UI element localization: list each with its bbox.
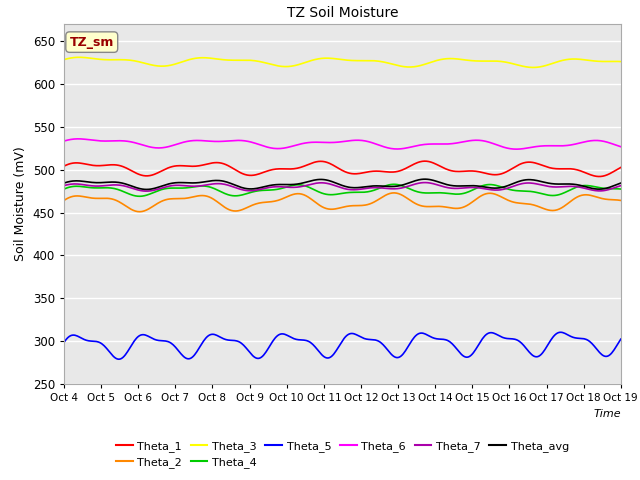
Theta_3 xyxy=(529,65,536,71)
Theta_3 xyxy=(393,62,401,68)
Y-axis label: Soil Moisture (mV): Soil Moisture (mV) xyxy=(14,146,27,262)
Theta_avg xyxy=(606,184,614,190)
Theta_4 xyxy=(617,186,625,192)
Theta_7 xyxy=(606,186,614,192)
Theta_1 xyxy=(328,162,335,168)
Theta_6 xyxy=(617,144,625,150)
Theta_7 xyxy=(617,183,625,189)
Theta_2 xyxy=(136,209,144,215)
Line: Theta_avg: Theta_avg xyxy=(64,179,621,190)
Theta_6 xyxy=(362,138,370,144)
Theta_avg xyxy=(420,176,428,182)
Theta_5 xyxy=(329,352,337,358)
Theta_1 xyxy=(420,158,428,164)
Line: Theta_1: Theta_1 xyxy=(64,161,621,177)
Theta_5 xyxy=(393,355,401,360)
Title: TZ Soil Moisture: TZ Soil Moisture xyxy=(287,6,398,20)
Theta_1 xyxy=(606,171,614,177)
Legend: Theta_1, Theta_2, Theta_3, Theta_4, Theta_5, Theta_6, Theta_7, Theta_avg: Theta_1, Theta_2, Theta_3, Theta_4, Thet… xyxy=(111,436,573,473)
Line: Theta_5: Theta_5 xyxy=(64,332,621,359)
Theta_7 xyxy=(393,186,401,192)
Theta_4 xyxy=(136,193,144,199)
Theta_4 xyxy=(519,188,527,194)
Theta_1 xyxy=(60,163,68,169)
Theta_3 xyxy=(617,59,625,64)
Theta_2 xyxy=(519,201,527,206)
Theta_5 xyxy=(606,352,614,358)
Theta_7 xyxy=(519,180,527,186)
Theta_7 xyxy=(329,182,337,188)
Theta_3 xyxy=(60,57,68,62)
Theta_5 xyxy=(60,339,68,345)
Theta_6 xyxy=(75,136,83,142)
Theta_5 xyxy=(518,340,525,346)
Theta_6 xyxy=(326,140,333,145)
Theta_2 xyxy=(390,190,398,196)
Theta_5 xyxy=(557,329,564,335)
Theta_1 xyxy=(362,169,369,175)
Theta_6 xyxy=(393,146,401,152)
Theta_3 xyxy=(326,55,333,61)
Theta_3 xyxy=(76,54,83,60)
Theta_3 xyxy=(329,56,337,61)
Theta_6 xyxy=(329,140,337,145)
Theta_5 xyxy=(326,355,333,360)
Theta_6 xyxy=(606,140,614,146)
Text: TZ_sm: TZ_sm xyxy=(70,36,114,48)
Theta_avg xyxy=(519,178,527,183)
Theta_3 xyxy=(518,63,525,69)
Theta_1 xyxy=(518,161,525,167)
Theta_5 xyxy=(617,336,625,342)
Theta_avg xyxy=(393,183,401,189)
Line: Theta_6: Theta_6 xyxy=(64,139,621,149)
Theta_5 xyxy=(115,356,122,362)
Line: Theta_7: Theta_7 xyxy=(64,182,621,191)
Theta_1 xyxy=(392,169,399,175)
Theta_4 xyxy=(390,181,398,187)
Theta_4 xyxy=(326,192,333,198)
Theta_7 xyxy=(143,188,150,194)
X-axis label: Time: Time xyxy=(593,408,621,419)
Theta_4 xyxy=(329,192,337,198)
Theta_7 xyxy=(362,185,370,191)
Line: Theta_2: Theta_2 xyxy=(64,193,621,212)
Theta_avg xyxy=(617,180,625,186)
Theta_avg xyxy=(362,184,370,190)
Theta_2 xyxy=(394,191,401,196)
Theta_4 xyxy=(394,182,401,188)
Theta_4 xyxy=(362,189,370,195)
Line: Theta_3: Theta_3 xyxy=(64,57,621,68)
Theta_6 xyxy=(519,146,527,152)
Theta_2 xyxy=(329,206,337,212)
Theta_7 xyxy=(60,183,68,189)
Theta_avg xyxy=(326,178,333,184)
Theta_7 xyxy=(420,180,428,185)
Theta_3 xyxy=(362,58,370,63)
Theta_avg xyxy=(143,187,150,192)
Theta_7 xyxy=(326,181,333,187)
Theta_1 xyxy=(617,165,625,170)
Theta_1 xyxy=(324,160,332,166)
Theta_2 xyxy=(326,206,333,212)
Theta_4 xyxy=(60,186,68,192)
Theta_3 xyxy=(606,59,614,64)
Theta_avg xyxy=(329,179,337,185)
Theta_avg xyxy=(60,180,68,186)
Theta_6 xyxy=(512,146,520,152)
Theta_2 xyxy=(60,198,68,204)
Theta_6 xyxy=(60,138,68,144)
Theta_4 xyxy=(606,186,614,192)
Theta_2 xyxy=(606,197,614,203)
Theta_1 xyxy=(596,174,604,180)
Theta_2 xyxy=(617,198,625,204)
Theta_5 xyxy=(362,336,370,342)
Line: Theta_4: Theta_4 xyxy=(64,184,621,196)
Theta_2 xyxy=(362,202,370,208)
